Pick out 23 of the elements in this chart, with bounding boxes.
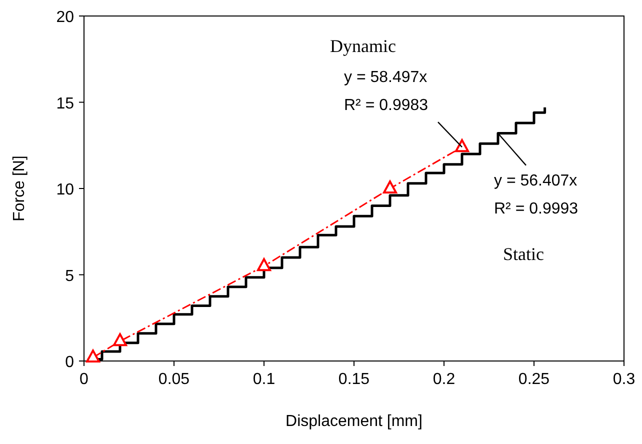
x-tick-label: 0.05 bbox=[158, 371, 190, 388]
x-axis-title: Displacement [mm] bbox=[286, 413, 422, 430]
y-axis-title: Force [N] bbox=[11, 156, 28, 222]
y-tick-label: 15 bbox=[56, 95, 74, 112]
y-tick-label: 0 bbox=[65, 354, 74, 371]
annotation: y = 56.407x R² = 0.9993 bbox=[494, 172, 578, 218]
y-tick-label: 5 bbox=[65, 268, 74, 285]
point bbox=[86, 350, 100, 363]
y-tick-label: 20 bbox=[56, 9, 74, 26]
x-tick-label: 0.2 bbox=[432, 371, 456, 388]
y-tick-label: 10 bbox=[56, 182, 74, 198]
x-tick-label: 0.3 bbox=[612, 371, 636, 388]
annotation: Dynamic bbox=[330, 36, 396, 56]
point bbox=[257, 258, 271, 272]
x-tick-label: 0.15 bbox=[338, 371, 370, 388]
x-tick-label: 0 bbox=[80, 371, 89, 388]
annotation: y = 58.497x R² = 0.9983 bbox=[344, 69, 428, 114]
point bbox=[455, 139, 469, 152]
x-tick-label: 0.25 bbox=[518, 371, 550, 388]
point bbox=[113, 333, 127, 346]
x-tick-label: 0.1 bbox=[252, 371, 276, 388]
annotation: Static bbox=[503, 244, 544, 264]
point bbox=[383, 180, 397, 194]
